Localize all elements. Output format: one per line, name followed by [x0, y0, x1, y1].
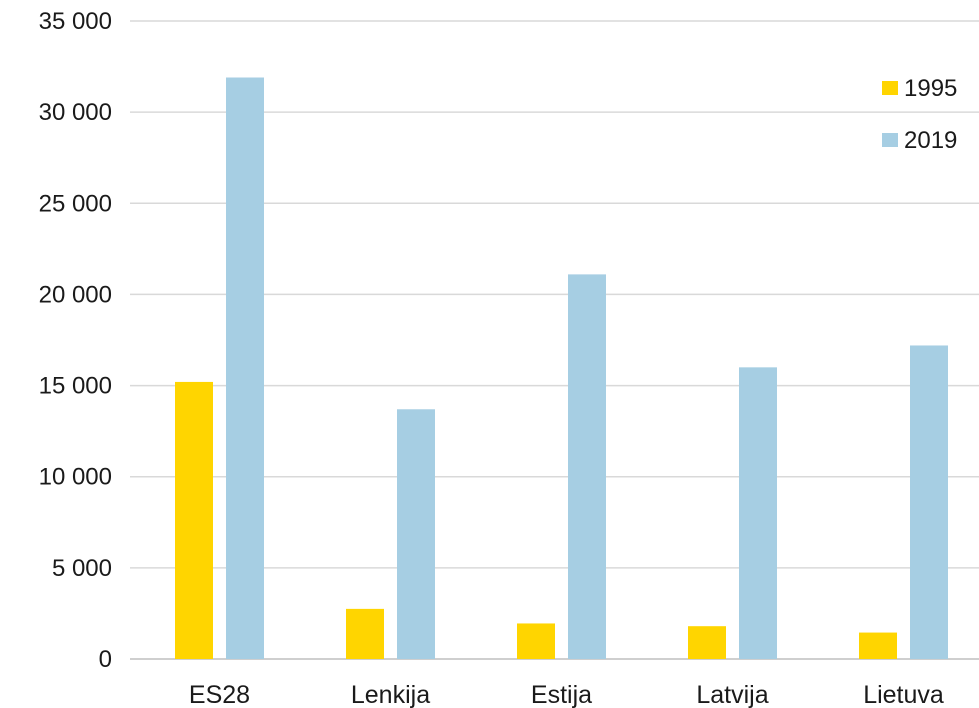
legend-swatch-2019: [882, 133, 898, 147]
bar-2019-es28: [226, 77, 264, 660]
bar-1995-latvija: [688, 626, 726, 659]
gridlines: [130, 20, 979, 660]
x-category-label: ES28: [189, 681, 250, 708]
y-tick-label: 25 000: [39, 190, 112, 217]
y-tick-label: 30 000: [39, 99, 112, 126]
bar-2019-lietuva: [910, 345, 948, 659]
x-category-label: Latvija: [696, 681, 768, 708]
bar-2019-lenkija: [397, 409, 435, 659]
bar-2019-estija: [568, 274, 606, 659]
x-category-label: Estija: [531, 681, 592, 708]
x-category-label: Lietuva: [863, 681, 944, 708]
legend-label-2019: 2019: [904, 127, 957, 154]
bar-2019-latvija: [739, 367, 777, 659]
y-tick-label: 35 000: [39, 8, 112, 35]
y-tick-label: 5 000: [52, 555, 112, 582]
bars: [175, 77, 948, 660]
bar-1995-lietuva: [859, 632, 897, 659]
y-tick-label: 0: [99, 646, 112, 673]
legend-swatch-1995: [882, 81, 898, 95]
legend: 1995 2019: [882, 75, 957, 154]
y-tick-label: 15 000: [39, 373, 112, 400]
legend-label-1995: 1995: [904, 75, 957, 102]
x-axis-category-labels: ES28 Lenkija Estija Latvija Lietuva: [189, 681, 944, 708]
bar-1995-es28: [175, 381, 213, 659]
x-category-label: Lenkija: [351, 681, 430, 708]
y-tick-label: 20 000: [39, 281, 112, 308]
y-axis-tick-labels: 0 5 000 10 000 15 000 20 000 25 000 30 000 35 0…: [39, 8, 112, 673]
bar-1995-estija: [517, 623, 555, 659]
bar-1995-lenkija: [346, 608, 384, 659]
y-tick-label: 10 000: [39, 464, 112, 491]
